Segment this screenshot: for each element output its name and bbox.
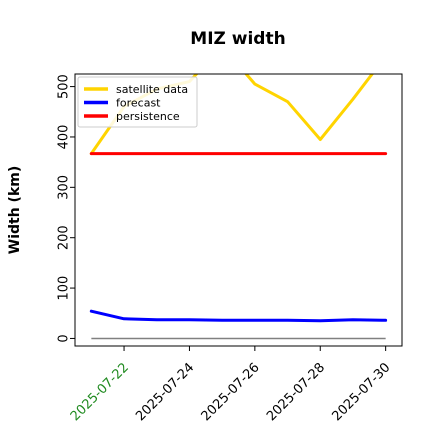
x-tick-label: 2025-07-30: [329, 360, 393, 424]
x-tick-label: 2025-07-26: [199, 360, 263, 424]
y-tick-label: 200: [57, 225, 72, 250]
x-tick-label: 2025-07-22: [68, 360, 132, 424]
legend-label-satellite-data: satellite data: [116, 83, 188, 96]
y-axis-label: Width (km): [7, 166, 23, 255]
y-tick-label: 100: [57, 276, 72, 301]
plot-area-frame: [74, 73, 403, 347]
x-axis: 2025-07-22 2025-07-24 2025-07-26 2025-07-28…: [68, 346, 393, 424]
x-tick-label: 2025-07-28: [264, 360, 328, 424]
x-tick-label: 2025-07-24: [133, 360, 197, 424]
legend-label-persistence: persistence: [116, 110, 180, 123]
chart-title: MIZ width: [190, 29, 285, 49]
legend-label-forecast: forecast: [116, 97, 161, 110]
y-tick-label: 0: [57, 334, 72, 342]
y-tick-label: 500: [57, 74, 72, 99]
y-tick-label: 300: [57, 175, 72, 200]
y-tick-label: 400: [57, 125, 72, 150]
series-line-forecast: [89, 309, 388, 323]
y-axis: 0 100 200 300 400 500: [57, 74, 75, 343]
